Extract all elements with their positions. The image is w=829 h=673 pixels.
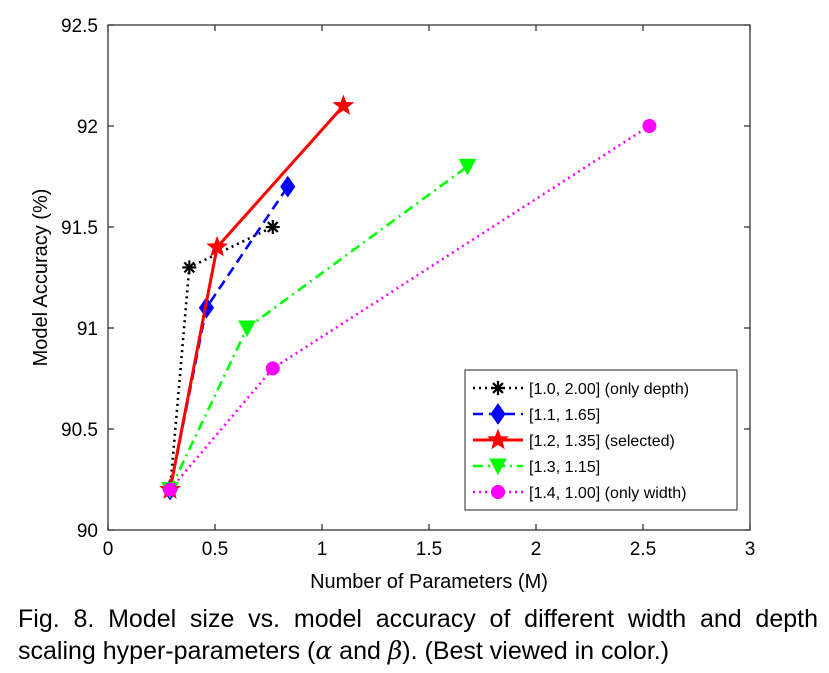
- series-5-point: [163, 482, 178, 497]
- y-tick-label: 91.5: [61, 218, 98, 239]
- legend-swatch-marker: [487, 428, 509, 450]
- x-tick-label: 1.5: [416, 539, 442, 560]
- caption-text-2: and: [332, 637, 388, 665]
- legend-entry-label: [1.0, 2.00] (only depth): [529, 381, 689, 398]
- series-1-point: [265, 220, 280, 234]
- x-tick-label: 1: [317, 539, 328, 560]
- x-tick-label: 0: [103, 539, 114, 560]
- y-tick-label: 90: [77, 521, 98, 542]
- legend-swatch-marker: [490, 403, 506, 425]
- legend-entry-label: [1.2, 1.35] (selected): [529, 433, 675, 450]
- y-tick-label: 91: [77, 319, 98, 340]
- series-5-point: [642, 119, 657, 133]
- legend-swatch-marker: [491, 381, 505, 395]
- x-axis-label: Number of Parameters (M): [310, 571, 548, 593]
- y-tick-label: 92: [77, 117, 98, 138]
- y-axis-label: Model Accuracy (%): [30, 189, 52, 367]
- x-tick-label: 0.5: [202, 539, 228, 560]
- legend-entry-label: [1.4, 1.00] (only width): [529, 485, 686, 502]
- series-line-4: [168, 165, 469, 491]
- series-4-point: [238, 320, 256, 338]
- caption-text-1: Fig. 8. Model size vs. model accuracy of…: [18, 605, 818, 665]
- series-line-3: [168, 104, 345, 490]
- x-tick-label: 3: [745, 539, 756, 560]
- series-3-point: [206, 235, 229, 257]
- chart-figure: 0 0.5 1 1.5 2 2.5 3 90 90.5 91 91.5 92 92.5 Number of…: [30, 16, 756, 593]
- legend-swatch-marker: [489, 458, 507, 476]
- legend-entry-label: [1.1, 1.65]: [529, 407, 600, 424]
- y-tick-label: 90.5: [61, 420, 98, 441]
- chart-svg: 0 0.5 1 1.5 2 2.5 3 90 90.5 91 91.5 92 92.5 Number of…: [30, 16, 756, 593]
- caption-text-3: ). (Best viewed in color.): [402, 637, 670, 665]
- x-tick-label: 2.5: [630, 539, 656, 560]
- legend-entry-label: [1.3, 1.15]: [529, 459, 600, 476]
- series-2-point: [280, 175, 296, 198]
- series-4-point: [458, 158, 477, 176]
- series-5-point: [265, 361, 280, 376]
- x-tick-label: 2: [531, 539, 542, 560]
- series-line-5: [169, 124, 651, 491]
- caption-alpha: α: [315, 636, 333, 665]
- series-3-point: [332, 94, 355, 116]
- legend-swatch-marker: [491, 485, 505, 499]
- figure-caption: Fig. 8. Model size vs. model accuracy of…: [18, 603, 818, 667]
- y-tick-label: 92.5: [61, 16, 98, 37]
- series-1-point: [182, 260, 197, 275]
- caption-beta: β: [387, 636, 403, 665]
